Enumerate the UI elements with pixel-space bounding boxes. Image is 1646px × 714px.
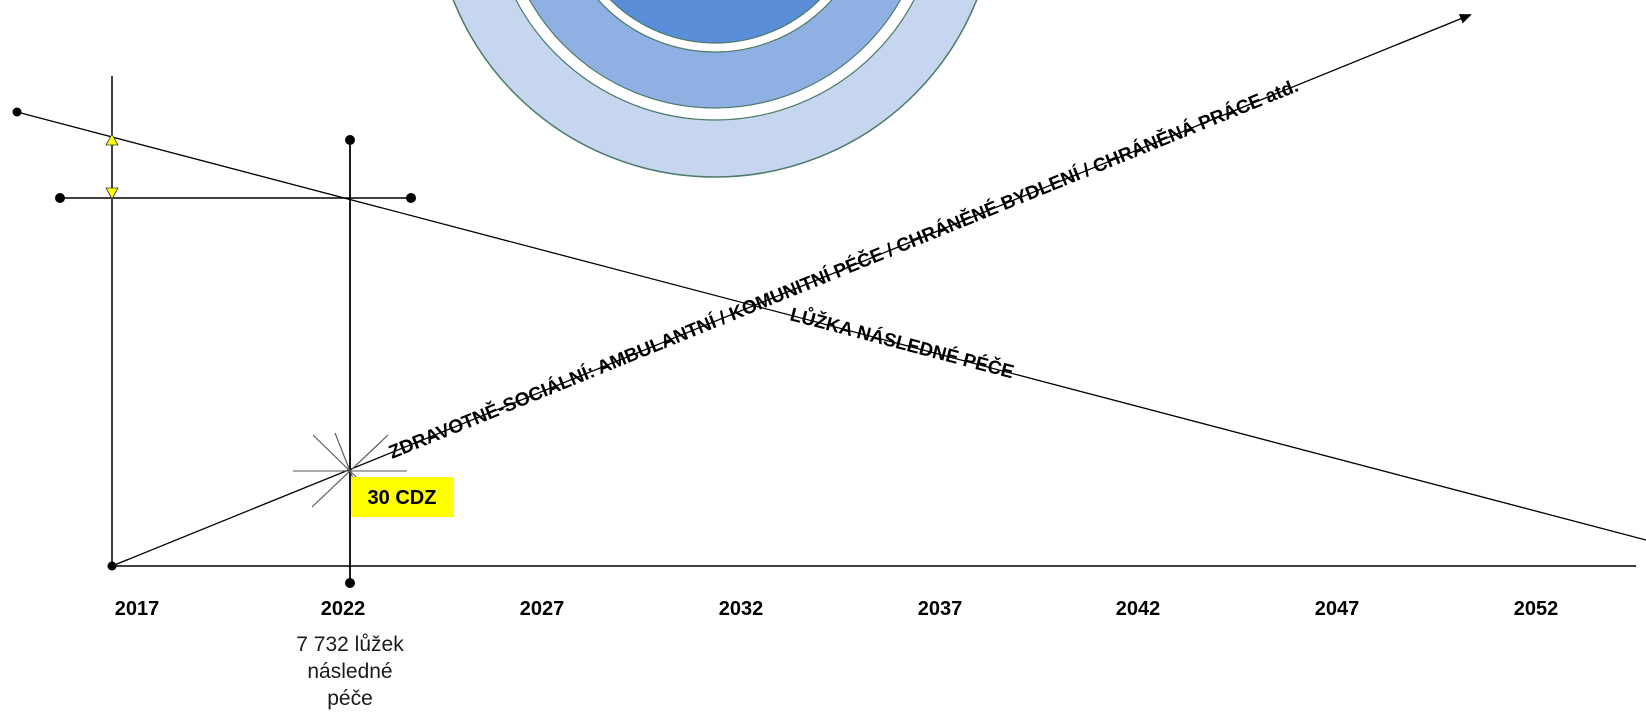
beds-note: 7 732 lůžek následné péče (270, 631, 430, 712)
falling-line-label: LŮŽKA NÁSLEDNÉ PÉČE (788, 303, 1017, 384)
rising-line-arrow (111, 14, 1472, 567)
ring-middle (528, 0, 902, 109)
year-label: 2032 (719, 598, 764, 620)
cdz-badge-label: 30 CDZ (368, 487, 437, 509)
falling-line-start-dot (12, 107, 22, 117)
beds-note-line: 7 732 lůžek (296, 633, 404, 656)
triangle-up-icon (105, 133, 119, 146)
year-label: 2047 (1315, 598, 1360, 620)
concentric-rings (452, 0, 978, 178)
year-label: 2022 (321, 598, 366, 620)
cdz-badge-box (351, 477, 454, 517)
vertical-2022-top-dot (345, 135, 355, 145)
cdz-badge: 30 CDZ (351, 477, 454, 517)
year-label: 2052 (1514, 598, 1559, 620)
vertical-2022-bottom-dot (345, 578, 355, 588)
year-label: 2017 (115, 598, 160, 620)
year-label: 2037 (918, 598, 963, 620)
triangle-down-icon (105, 187, 119, 200)
horizontal-right-dot (406, 193, 416, 203)
falling-line (16, 111, 1646, 541)
year-label: 2042 (1116, 598, 1161, 620)
beds-note-line: péče (327, 687, 373, 710)
ring-inner (609, 0, 821, 44)
year-labels: 2017 2022 2027 2032 2037 2042 2047 2052 (115, 598, 1559, 620)
year-label: 2027 (520, 598, 565, 620)
horizontal-left-dot (55, 193, 65, 203)
beds-note-line: následné (307, 660, 393, 683)
